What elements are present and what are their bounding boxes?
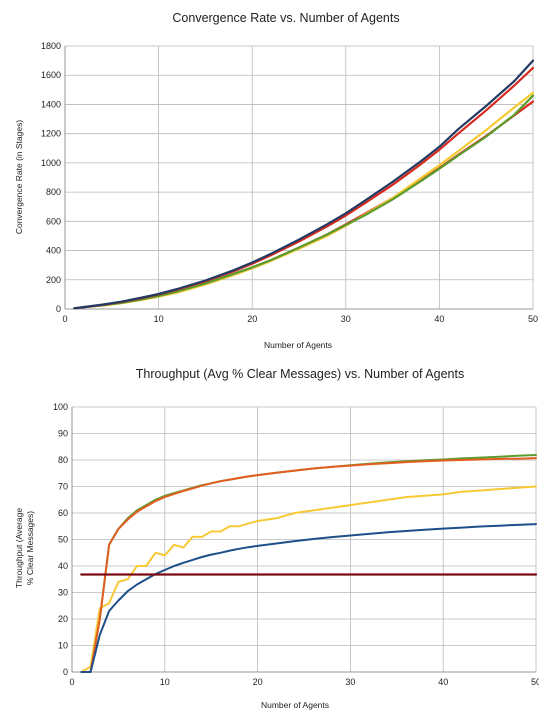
series-line-4 <box>73 66 535 310</box>
y-tick-label: 1200 <box>41 129 61 139</box>
series-line-5 <box>73 59 535 310</box>
x-tick-label: 10 <box>160 677 170 687</box>
x-tick-label: 10 <box>154 314 164 324</box>
y-tick-label: 70 <box>58 482 68 492</box>
y-tick-label: 1000 <box>41 158 61 168</box>
series-line-1 <box>80 485 537 673</box>
gridlines <box>64 45 534 310</box>
x-tick-label: 20 <box>247 314 257 324</box>
x-tick-labels: 0 10 20 30 40 50 <box>62 314 538 324</box>
x-tick-label: 30 <box>345 677 355 687</box>
y-tick-label: 400 <box>46 246 61 256</box>
x-tick-label: 40 <box>438 677 448 687</box>
y-tick-label: 1800 <box>41 41 61 51</box>
series-group <box>80 454 538 673</box>
chart-title: Throughput (Avg % Clear Messages) vs. Nu… <box>136 367 464 381</box>
y-tick-label: 200 <box>46 275 61 285</box>
series-line-2 <box>80 454 537 673</box>
series-line-1 <box>73 100 535 310</box>
series-line-3 <box>80 457 537 673</box>
axes <box>71 407 536 673</box>
x-tick-label: 50 <box>531 677 539 687</box>
y-tick-label: 0 <box>63 667 68 677</box>
y-tick-label: 50 <box>58 535 68 545</box>
chart-title: Convergence Rate vs. Number of Agents <box>172 11 399 25</box>
x-tick-label: 30 <box>341 314 351 324</box>
y-axis-label: Convergence Rate (in Stages) <box>14 120 24 235</box>
y-tick-label: 40 <box>58 561 68 571</box>
series-group <box>73 59 535 310</box>
y-tick-label: 20 <box>58 614 68 624</box>
y-tick-label: 1600 <box>41 70 61 80</box>
y-tick-label: 30 <box>58 588 68 598</box>
x-tick-labels: 0 10 20 30 40 50 <box>69 677 539 687</box>
y-tick-label: 90 <box>58 429 68 439</box>
y-tick-labels: 0 10 20 30 40 50 60 70 80 90 100 <box>53 402 68 677</box>
y-tick-label: 1400 <box>41 99 61 109</box>
x-tick-label: 0 <box>69 677 74 687</box>
y-axis-label-line-2: % Clear Messages) <box>25 511 35 585</box>
axes <box>64 46 533 310</box>
chart-throughput: Throughput (Avg % Clear Messages) vs. Nu… <box>14 367 539 710</box>
y-tick-label: 80 <box>58 455 68 465</box>
x-axis-label: Number of Agents <box>261 700 329 710</box>
chart-convergence: Convergence Rate vs. Number of Agents 0 2… <box>14 11 538 350</box>
y-tick-label: 60 <box>58 508 68 518</box>
x-axis-label: Number of Agents <box>264 340 332 350</box>
y-tick-label: 100 <box>53 402 68 412</box>
y-tick-label: 10 <box>58 641 68 651</box>
y-axis-label-line-1: Throughput (Average <box>14 508 24 588</box>
x-tick-label: 40 <box>434 314 444 324</box>
x-tick-label: 0 <box>62 314 67 324</box>
y-tick-label: 800 <box>46 187 61 197</box>
x-tick-label: 50 <box>528 314 538 324</box>
x-tick-label: 20 <box>253 677 263 687</box>
y-tick-label: 0 <box>56 304 61 314</box>
series-line-4 <box>80 523 537 673</box>
y-tick-label: 600 <box>46 216 61 226</box>
y-tick-labels: 0 200 400 600 800 1000 1200 1400 1600 1800 <box>41 41 61 314</box>
